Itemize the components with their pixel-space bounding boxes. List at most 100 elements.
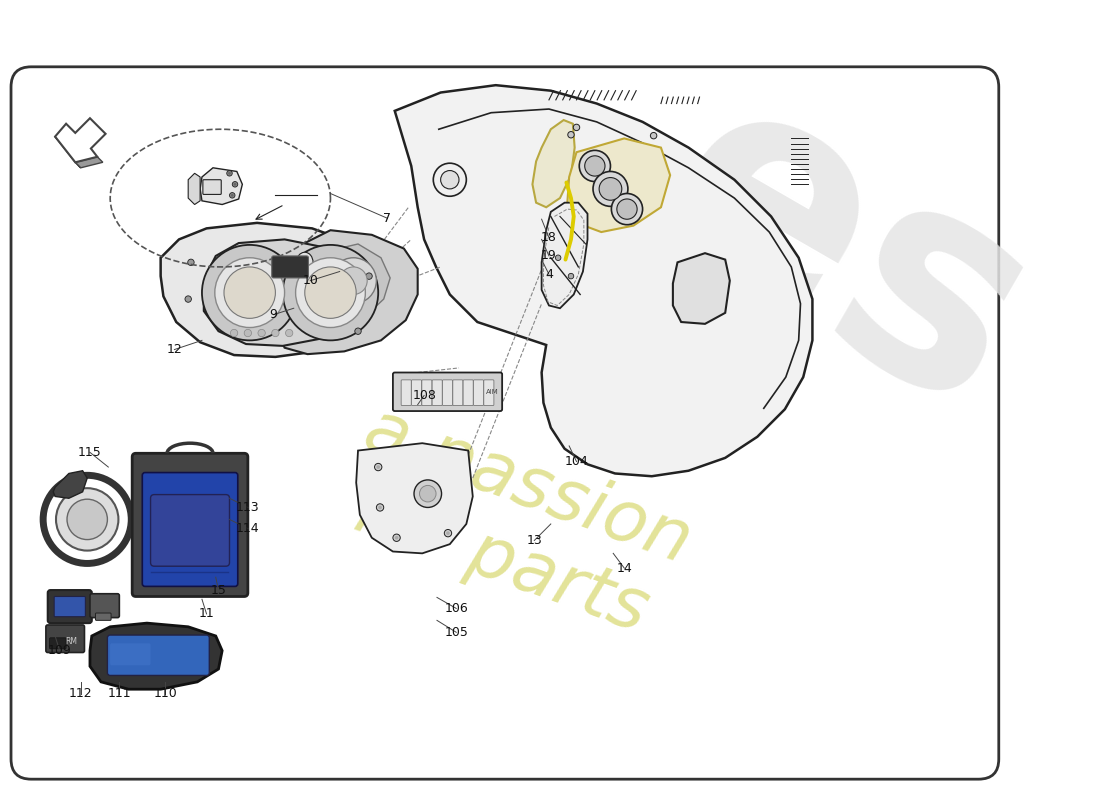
- Text: 113: 113: [236, 501, 260, 514]
- FancyBboxPatch shape: [110, 643, 151, 666]
- Circle shape: [188, 259, 195, 266]
- Circle shape: [67, 499, 108, 539]
- Circle shape: [419, 486, 436, 502]
- Circle shape: [244, 330, 252, 337]
- FancyBboxPatch shape: [50, 638, 66, 649]
- FancyBboxPatch shape: [442, 380, 452, 406]
- Circle shape: [228, 172, 231, 174]
- Polygon shape: [204, 239, 367, 346]
- Text: RM: RM: [66, 637, 78, 646]
- Circle shape: [340, 267, 367, 294]
- Polygon shape: [356, 443, 473, 554]
- FancyBboxPatch shape: [132, 454, 248, 597]
- Text: 7: 7: [384, 212, 392, 225]
- Text: 111: 111: [108, 687, 131, 700]
- Text: 9: 9: [270, 308, 277, 321]
- FancyBboxPatch shape: [393, 373, 502, 411]
- Circle shape: [585, 156, 605, 176]
- Text: 106: 106: [444, 602, 469, 615]
- Polygon shape: [568, 138, 670, 232]
- FancyBboxPatch shape: [142, 473, 238, 586]
- Text: 19: 19: [541, 250, 557, 262]
- Polygon shape: [55, 118, 106, 162]
- FancyBboxPatch shape: [402, 380, 411, 406]
- Circle shape: [296, 258, 365, 327]
- Polygon shape: [161, 223, 381, 357]
- Text: 114: 114: [236, 522, 260, 535]
- FancyBboxPatch shape: [11, 67, 999, 779]
- FancyBboxPatch shape: [473, 380, 484, 406]
- Circle shape: [272, 330, 279, 337]
- Polygon shape: [532, 120, 574, 207]
- FancyBboxPatch shape: [96, 613, 111, 620]
- Circle shape: [444, 530, 452, 537]
- Circle shape: [230, 330, 238, 337]
- Polygon shape: [53, 470, 87, 498]
- Circle shape: [414, 480, 441, 507]
- Circle shape: [366, 273, 372, 279]
- Polygon shape: [395, 85, 813, 476]
- Circle shape: [283, 245, 378, 340]
- Circle shape: [433, 163, 466, 196]
- FancyBboxPatch shape: [432, 380, 442, 406]
- Text: 112: 112: [69, 687, 92, 700]
- FancyBboxPatch shape: [108, 635, 209, 675]
- Circle shape: [573, 124, 580, 130]
- Circle shape: [258, 330, 265, 337]
- Circle shape: [227, 170, 232, 176]
- Circle shape: [286, 330, 293, 337]
- Circle shape: [214, 258, 285, 327]
- Text: 11: 11: [199, 607, 214, 621]
- Text: AIM: AIM: [486, 389, 498, 394]
- Text: 10: 10: [302, 274, 318, 287]
- Circle shape: [374, 463, 382, 470]
- FancyBboxPatch shape: [54, 597, 86, 617]
- Text: 13: 13: [527, 534, 542, 547]
- Circle shape: [393, 534, 400, 542]
- Circle shape: [305, 267, 356, 318]
- Polygon shape: [188, 174, 200, 205]
- Circle shape: [185, 296, 191, 302]
- Circle shape: [593, 171, 628, 206]
- Circle shape: [233, 183, 236, 186]
- Circle shape: [202, 245, 297, 340]
- Text: es: es: [613, 42, 1076, 473]
- Circle shape: [56, 488, 119, 550]
- FancyBboxPatch shape: [90, 594, 119, 618]
- Text: 14: 14: [616, 562, 632, 574]
- Text: 15: 15: [210, 583, 227, 597]
- Polygon shape: [55, 137, 80, 168]
- Circle shape: [569, 274, 574, 279]
- Polygon shape: [277, 230, 418, 354]
- Text: 4: 4: [544, 268, 553, 281]
- Circle shape: [650, 133, 657, 139]
- Circle shape: [441, 170, 459, 189]
- Circle shape: [447, 531, 450, 535]
- FancyBboxPatch shape: [151, 494, 230, 566]
- Text: 105: 105: [444, 626, 469, 638]
- Circle shape: [230, 193, 235, 198]
- FancyBboxPatch shape: [47, 590, 91, 623]
- FancyBboxPatch shape: [453, 380, 463, 406]
- FancyBboxPatch shape: [202, 180, 221, 194]
- FancyBboxPatch shape: [463, 380, 473, 406]
- FancyBboxPatch shape: [411, 380, 421, 406]
- Circle shape: [232, 182, 238, 187]
- Text: 18: 18: [541, 231, 557, 244]
- Circle shape: [355, 328, 361, 334]
- Polygon shape: [200, 168, 242, 205]
- Polygon shape: [673, 253, 729, 324]
- Circle shape: [580, 150, 611, 182]
- Polygon shape: [90, 623, 222, 690]
- Text: 108: 108: [412, 389, 436, 402]
- Text: 12: 12: [166, 343, 183, 356]
- Circle shape: [231, 194, 233, 197]
- Text: a passion
for parts: a passion for parts: [328, 395, 701, 653]
- Polygon shape: [314, 244, 390, 322]
- FancyBboxPatch shape: [421, 380, 432, 406]
- Text: 110: 110: [153, 687, 177, 700]
- Circle shape: [330, 258, 376, 304]
- Polygon shape: [541, 202, 587, 308]
- Circle shape: [224, 267, 275, 318]
- Circle shape: [600, 178, 621, 200]
